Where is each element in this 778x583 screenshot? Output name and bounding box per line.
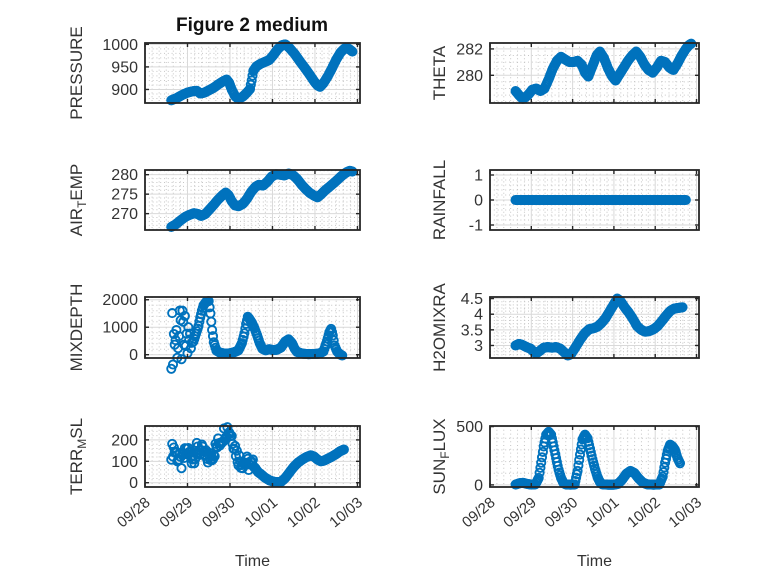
tick-marks [489,43,699,103]
xtick-label: 09/28 [114,494,154,531]
ytick-label: 0 [129,347,138,364]
series-THETA [510,38,697,105]
xtick-label: 09/29 [500,494,540,531]
ylabel-SUN_FLUX: SUNFLUX [430,418,452,494]
axes-box [144,169,361,231]
tick-marks [489,425,699,487]
ytick-label: 3.5 [461,322,483,339]
xtick-label: 09/30 [541,494,581,531]
axes-box [489,425,700,488]
series-RAINFALL [510,194,691,206]
ytick-label: 4 [474,307,483,324]
ytick-label: 4.5 [461,291,483,308]
tick-marks [144,43,360,103]
ylabel-TERR_MSL: TERRMSL [67,418,89,495]
xtick-label: 10/02 [624,494,664,531]
tick-marks [144,297,360,358]
ytick-label: 1 [474,168,483,185]
subplot-MIXDEPTH: 0 1000 2000 MIXDEPTH [67,284,361,374]
axes-box [144,425,361,488]
axes-box [489,42,700,104]
xtick-label: 10/03 [665,494,705,531]
tick-marks [489,170,699,230]
subplot-RAINFALL: -1 0 1 RAINFALL [430,160,700,240]
series-H2OMIXRA [510,293,688,361]
ytick-label: 280 [111,167,138,184]
xtick-label: 10/03 [326,494,366,531]
ytick-label: 1000 [102,37,138,54]
subplot-H2OMIXRA: 33.544.5 H2OMIXRA [430,282,700,372]
ytick-label: 280 [456,68,483,85]
series-TERR_MSL [166,422,349,488]
axes-box [489,296,700,359]
minor-grid [490,170,699,230]
subplot-TERR_MSL: 0 100 200 TERRMSL 09/28 09/29 09/30 10/01 10/02 1… [67,418,366,570]
series-AIR_TEMP [166,165,358,232]
ytick-label: 500 [456,419,483,436]
ytick-label: 0 [129,475,138,492]
ytick-label: 2000 [102,292,138,309]
tick-marks [144,170,360,230]
subplot-PRESSURE: 900 950 1000 PRESSURE [67,26,361,120]
ytick-label: 270 [111,206,138,223]
xlabel-time: Time [577,553,612,570]
ytick-label: 1000 [102,320,138,337]
xlabel-time: Time [235,553,270,570]
ytick-label: -1 [469,218,483,235]
subplot-grid: 9009501000PRESSURE270275280AIRTEMP010002… [67,26,705,570]
subplot-AIR_TEMP: 270 275 280 AIRTEMP [67,164,361,237]
tick-marks [489,297,699,358]
xtick-label: 10/01 [241,494,281,531]
xtick-label: 10/02 [284,494,324,531]
ylabel-RAINFALL: RAINFALL [430,160,449,240]
ytick-label: 0 [474,477,483,494]
ytick-label: 950 [111,59,138,76]
xtick-label: 09/29 [156,494,196,531]
ytick-label: 900 [111,82,138,99]
xtick-label: 10/01 [583,494,623,531]
ylabel-AIR_TEMP: AIRTEMP [67,164,89,237]
series-PRESSURE [166,39,358,106]
ytick-label: 3 [474,338,483,355]
xtick-label: 09/28 [459,494,499,531]
ylabel-H2OMIXRA: H2OMIXRA [430,282,449,371]
ytick-label: 100 [111,454,138,471]
xtick-label: 09/30 [199,494,239,531]
ytick-label: 282 [456,41,483,58]
ytick-label: 275 [111,187,138,204]
ytick-label: 200 [111,432,138,449]
ylabel-MIXDEPTH: MIXDEPTH [67,284,86,372]
subplot-THETA: 280 282 THETA [430,38,700,105]
tick-marks [144,426,360,487]
ylabel-THETA: THETA [430,45,449,100]
ytick-label: 0 [474,193,483,210]
ylabel-PRESSURE: PRESSURE [67,26,86,120]
figure-title: Figure 2 medium [176,15,328,36]
axes-box [144,42,361,104]
